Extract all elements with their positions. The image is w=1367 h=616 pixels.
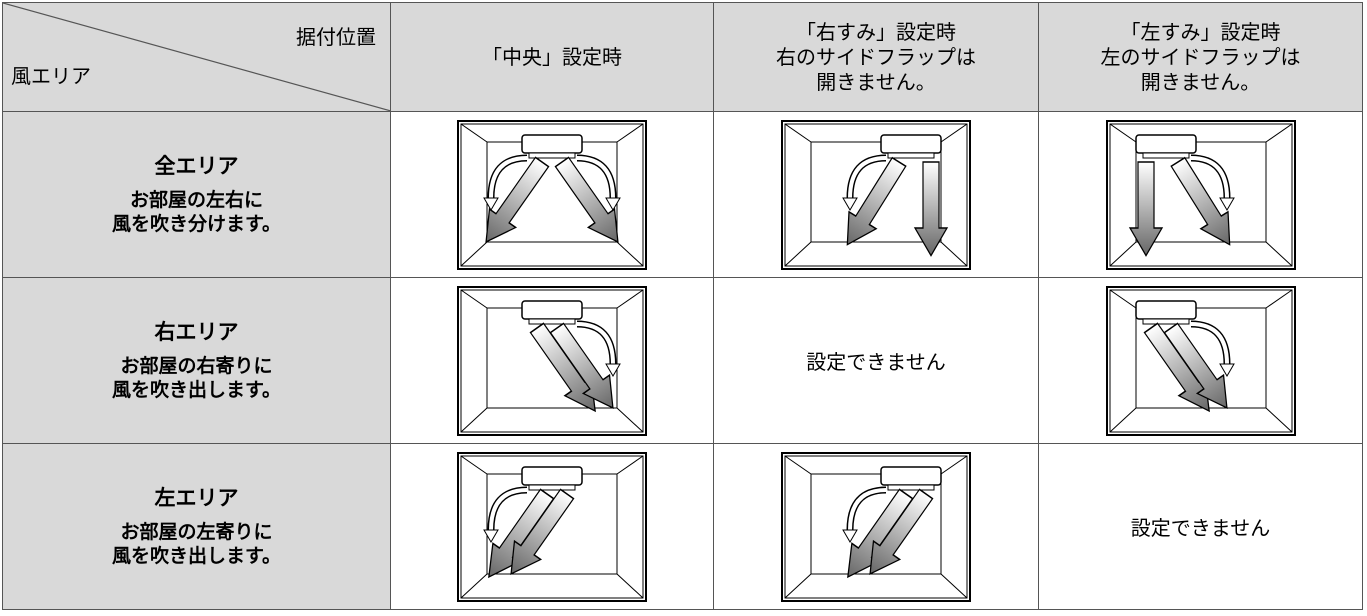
column-header: 「左すみ」設定時 左のサイドフラップは 開きません。: [1038, 2, 1363, 112]
diagram: [781, 451, 971, 602]
row-header: 全エリアお部屋の左右に 風を吹き分けます。: [2, 111, 391, 278]
corner-cell: 据付位置 風エリア: [2, 2, 391, 112]
diagram: [1105, 285, 1296, 436]
corner-bottom: 風エリア: [11, 64, 91, 88]
diagram: [457, 285, 647, 436]
line: 左のサイドフラップは: [1100, 44, 1301, 69]
diagram-cell: [713, 443, 1039, 610]
column-header: 「右すみ」設定時 右のサイドフラップは 開きません。: [713, 2, 1039, 112]
diagram-cell: [1038, 277, 1363, 444]
row-header: 右エリアお部屋の右寄りに 風を吹き出します。: [2, 277, 391, 444]
line: 「中央」設定時: [482, 44, 622, 69]
row-desc: 風を吹き出します。: [111, 544, 282, 567]
diagram: [1105, 119, 1296, 270]
unavailable-text: 設定できません: [1130, 516, 1271, 540]
diagonal: [3, 3, 391, 111]
diagram: [457, 119, 647, 270]
row-title: 右エリア: [154, 319, 239, 344]
row-desc: 風を吹き分けます。: [111, 212, 282, 235]
line: 「右すみ」設定時: [796, 19, 956, 44]
unavailable-cell: 設定できません: [713, 277, 1039, 444]
row-desc: お部屋の左寄りに: [120, 520, 273, 543]
row-desc: お部屋の左右に: [129, 188, 263, 211]
diagram-cell: [390, 443, 714, 610]
diagram-cell: [390, 277, 714, 444]
diagram-cell: [713, 111, 1039, 278]
row: 左エリアお部屋の左寄りに 風を吹き出します。 設定できません: [2, 443, 1363, 610]
corner-top: 据付位置: [296, 25, 376, 49]
line: 右のサイドフラップは: [776, 44, 976, 69]
row: 全エリアお部屋の左右に 風を吹き分けます。: [2, 111, 1363, 278]
diagram: [781, 119, 971, 270]
diagram: [457, 451, 647, 602]
line: 開きません。: [1140, 69, 1261, 94]
row-desc: 風を吹き出します。: [111, 378, 282, 401]
row-desc: お部屋の右寄りに: [120, 354, 273, 377]
line: 開きません。: [816, 69, 936, 94]
unavailable-text: 設定できません: [806, 350, 946, 374]
unavailable-cell: 設定できません: [1038, 443, 1363, 610]
line: 「左すみ」設定時: [1120, 19, 1281, 44]
header-row: 据付位置 風エリア 「中央」設定時 「右すみ」設定時 右のサイドフラップは 開きませ…: [2, 2, 1363, 112]
diagram-cell: [390, 111, 714, 278]
row: 右エリアお部屋の右寄りに 風を吹き出します。 設定できません: [2, 277, 1363, 444]
row-header: 左エリアお部屋の左寄りに 風を吹き出します。: [2, 443, 391, 610]
row-title: 全エリア: [154, 153, 239, 178]
diagram-cell: [1038, 111, 1363, 278]
row-title: 左エリア: [154, 485, 239, 510]
column-header: 「中央」設定時: [390, 2, 714, 112]
